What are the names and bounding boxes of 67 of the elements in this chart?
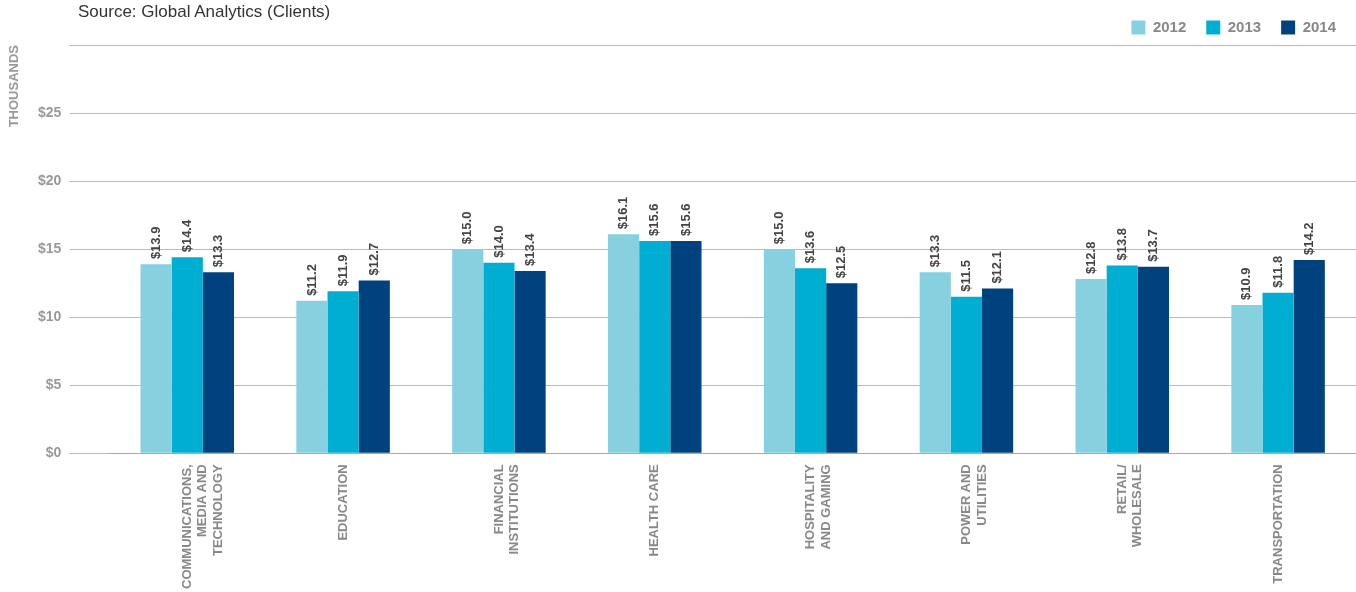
bar [327,291,359,453]
data-label: $12.1 [989,251,1005,284]
data-label: $13.3 [926,234,942,268]
x-tick-label: HOSPITALITY AND GAMING [802,463,833,550]
data-label: $13.4 [521,232,537,266]
y-tick-label: $15 [38,240,62,257]
bar [1075,279,1107,453]
legend-label: 2012 [1152,17,1187,35]
bar [826,283,858,453]
data-label: $15.6 [646,203,662,236]
bar [202,272,235,453]
y-tick-label: $0 [45,444,62,461]
data-label: $13.8 [1113,227,1129,261]
data-label: $10.9 [1238,267,1254,300]
bar [1293,260,1325,453]
bar [1262,292,1294,453]
y-tick-label: $25 [38,103,62,120]
bar [140,264,172,453]
bar [483,262,515,453]
data-label: $13.3 [210,234,226,268]
bar [1106,265,1138,453]
bar [608,234,640,453]
x-tick-label: HEALTH CARE [646,463,662,557]
data-label: $11.2 [303,264,319,296]
x-tick-label: COMMUNICATIONS, MEDIA AND TECHNOLOGY [178,463,226,590]
data-label: $11.8 [1269,255,1285,288]
x-tick-label: POWER AND UTILITIES [958,463,989,545]
y-axis-title: THOUSANDS [5,44,21,128]
source-note: Source: Global Analytics (Clients) [78,2,331,22]
legend-label: 2014 [1302,17,1337,35]
bar [171,257,203,453]
data-label: $12.5 [833,245,849,279]
bar [1137,266,1169,453]
data-label: $12.7 [365,242,381,276]
data-label: $13.6 [802,230,818,264]
x-tick-label: FINANCIAL INSTITUTIONS [490,463,522,555]
bar [1231,304,1263,453]
bar [358,280,390,453]
data-label: $11.9 [334,254,350,287]
bar [982,288,1014,453]
x-tick-label: RETAIL/ WHOLESALE [1113,463,1145,548]
bar [639,240,671,453]
data-label: $15.6 [677,203,693,236]
bar [795,268,827,453]
data-label: $14.4 [178,219,194,253]
x-tick-label: TRANSPORTATION [1269,464,1285,584]
data-label: $12.8 [1082,241,1098,275]
data-label: $15.0 [771,211,787,245]
y-tick-label: $20 [38,171,62,188]
data-label: $13.9 [147,226,163,260]
x-tick-label: EDUCATION [334,464,350,541]
data-label: $14.2 [1300,222,1316,256]
bar [296,300,328,453]
bar [514,270,546,453]
y-tick-label: $5 [45,376,62,393]
bar [763,249,796,453]
data-label: $13.7 [1145,229,1160,262]
y-tick-label: $10 [38,308,62,325]
bar [670,240,702,453]
bar [452,249,484,453]
legend-label: 2013 [1227,17,1262,35]
data-label: $16.1 [615,196,631,230]
data-label: $11.5 [958,259,973,292]
data-label: $15.0 [459,211,475,245]
data-label: $14.0 [490,225,506,258]
bar [950,296,983,453]
bar [919,272,951,453]
